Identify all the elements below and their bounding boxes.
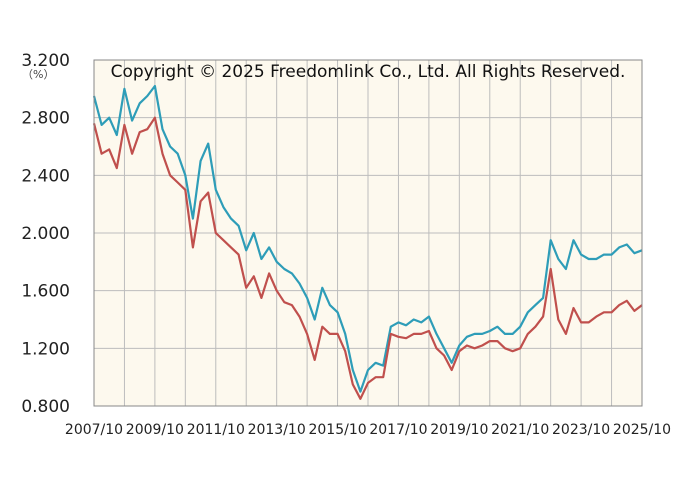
y-tick-label: 3.200 xyxy=(21,51,70,71)
x-tick-label: 2019/10 xyxy=(430,422,488,438)
y-tick-label: 2.000 xyxy=(21,224,70,244)
series-group xyxy=(92,84,643,400)
x-tick-label: 2021/10 xyxy=(491,422,549,438)
x-tick-label: 2017/10 xyxy=(369,422,427,438)
y-axis-ticks: 0.800 1.200 1.600 2.000 2.400 2.800 3.200 xyxy=(21,51,70,417)
x-tick-label: 2023/10 xyxy=(552,422,610,438)
y-tick-label: 2.400 xyxy=(21,166,70,186)
x-tick-label: 2011/10 xyxy=(187,422,245,438)
x-tick-label: 2015/10 xyxy=(308,422,366,438)
x-tick-label: 2009/10 xyxy=(126,422,184,438)
grid-lines xyxy=(94,60,642,406)
plot-border xyxy=(93,59,643,407)
y-tick-label: 2.800 xyxy=(21,109,70,129)
x-axis-ticks: 2007/10 2009/10 2011/10 2013/10 2015/10 2017/… xyxy=(65,422,671,438)
copyright-text: Copyright © 2025 Freedomlink Co., Ltd. A… xyxy=(111,62,626,82)
x-tick-label: 2025/10 xyxy=(613,422,671,438)
x-tick-label: 2013/10 xyxy=(248,422,306,438)
x-tick-label: 2007/10 xyxy=(65,422,123,438)
unit-label: （%） xyxy=(22,68,54,81)
y-tick-label: 1.600 xyxy=(21,282,70,302)
y-tick-label: 0.800 xyxy=(21,397,70,417)
series-line-2 xyxy=(92,116,643,400)
y-tick-label: 1.200 xyxy=(21,339,70,359)
series-line-1 xyxy=(92,84,643,393)
